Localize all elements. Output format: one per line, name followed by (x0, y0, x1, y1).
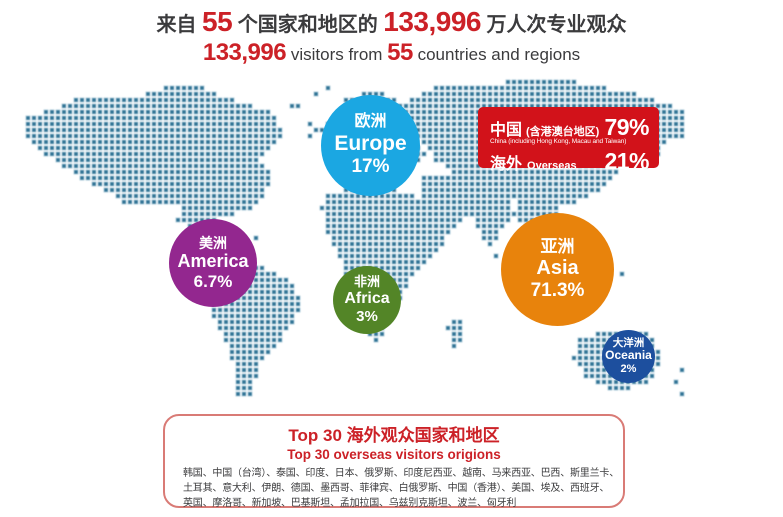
region-name-en: Europe (334, 131, 407, 155)
bubble-asia: 亚洲 Asia 71.3% (501, 213, 614, 326)
overseas-row: 海外 Overseas 21% (490, 148, 649, 175)
region-name-zh: 非洲 (353, 273, 380, 289)
top30-title-zh: Top 30 海外观众国家和地区 (288, 426, 500, 445)
page-title: 来自 55 个国家和地区的 133,996 万人次专业观众 133,996 vi… (0, 6, 783, 67)
bubble-africa: 非洲 Africa 3% (333, 266, 401, 334)
region-name-zh: 美洲 (199, 234, 227, 251)
top30-title-en: Top 30 overseas visitors origions (287, 447, 501, 462)
title-fragment: countries and regions (412, 45, 581, 64)
china-overseas-stats-box: 中国 (含港澳台地区) 79% China (including Hong Ko… (478, 107, 659, 174)
top30-country-line: 英国、摩洛哥、新加坡、巴基斯坦、孟加拉国、乌兹别克斯坦、波兰、匈牙利 (183, 498, 517, 509)
region-percent: 6.7% (193, 271, 233, 291)
title-fragment: 133,996 (202, 39, 287, 66)
overseas-label-en: Overseas (527, 160, 577, 172)
overseas-label-zh: 海外 (490, 156, 523, 173)
title-fragment: 万人次专业观众 (481, 14, 627, 36)
china-percent: 79% (604, 114, 649, 140)
region-percent: 2% (620, 363, 637, 376)
bubble-america: 美洲 America 6.7% (169, 219, 257, 307)
top30-country-line: 韩国、中国（台湾）、泰国、印度、日本、俄罗斯、印度尼西亚、越南、马来西亚、巴西、… (183, 468, 619, 479)
title-fragment: 133,996 (383, 6, 481, 37)
title-fragment: 55 (202, 6, 233, 37)
region-name-zh: 亚洲 (540, 237, 575, 257)
top30-box: Top 30 海外观众国家和地区 Top 30 overseas visitor… (163, 414, 625, 511)
top30-country-line: 土耳其、意大利、伊朗、德国、墨西哥、菲律宾、白俄罗斯、中国（香港）、美国、埃及、… (183, 483, 610, 494)
region-name-en: America (177, 250, 249, 271)
china-label-en: China (including Hong Kong, Macau and Ta… (490, 138, 627, 145)
top30-country-list: 韩国、中国（台湾）、泰国、印度、日本、俄罗斯、印度尼西亚、越南、马来西亚、巴西、… (165, 466, 623, 511)
region-percent: 71.3% (530, 279, 585, 301)
region-name-zh: 大洋洲 (612, 337, 645, 350)
region-name-en: Asia (536, 256, 579, 279)
bubble-europe: 欧洲 Europe 17% (321, 95, 420, 196)
region-percent: 3% (356, 308, 378, 326)
title-fragment: 个国家和地区的 (232, 14, 384, 36)
overseas-percent: 21% (604, 148, 649, 174)
title-fragment: 来自 (156, 14, 202, 36)
china-label-zh: 中国 (490, 122, 523, 139)
region-percent: 17% (351, 155, 390, 177)
title-line-zh: 来自 55 个国家和地区的 133,996 万人次专业观众 (0, 6, 783, 38)
title-fragment: visitors from (286, 45, 388, 64)
bubble-oceania: 大洋洲 Oceania 2% (602, 330, 655, 383)
title-line-en: 133,996 visitors from 55 countries and r… (0, 39, 783, 67)
china-label-note: (含港澳台地区) (526, 126, 600, 138)
region-name-en: Africa (344, 289, 390, 307)
china-row: 中国 (含港澳台地区) 79% (490, 114, 649, 141)
title-fragment: 55 (387, 39, 413, 66)
region-name-en: Oceania (605, 348, 652, 363)
region-name-zh: 欧洲 (354, 113, 387, 131)
